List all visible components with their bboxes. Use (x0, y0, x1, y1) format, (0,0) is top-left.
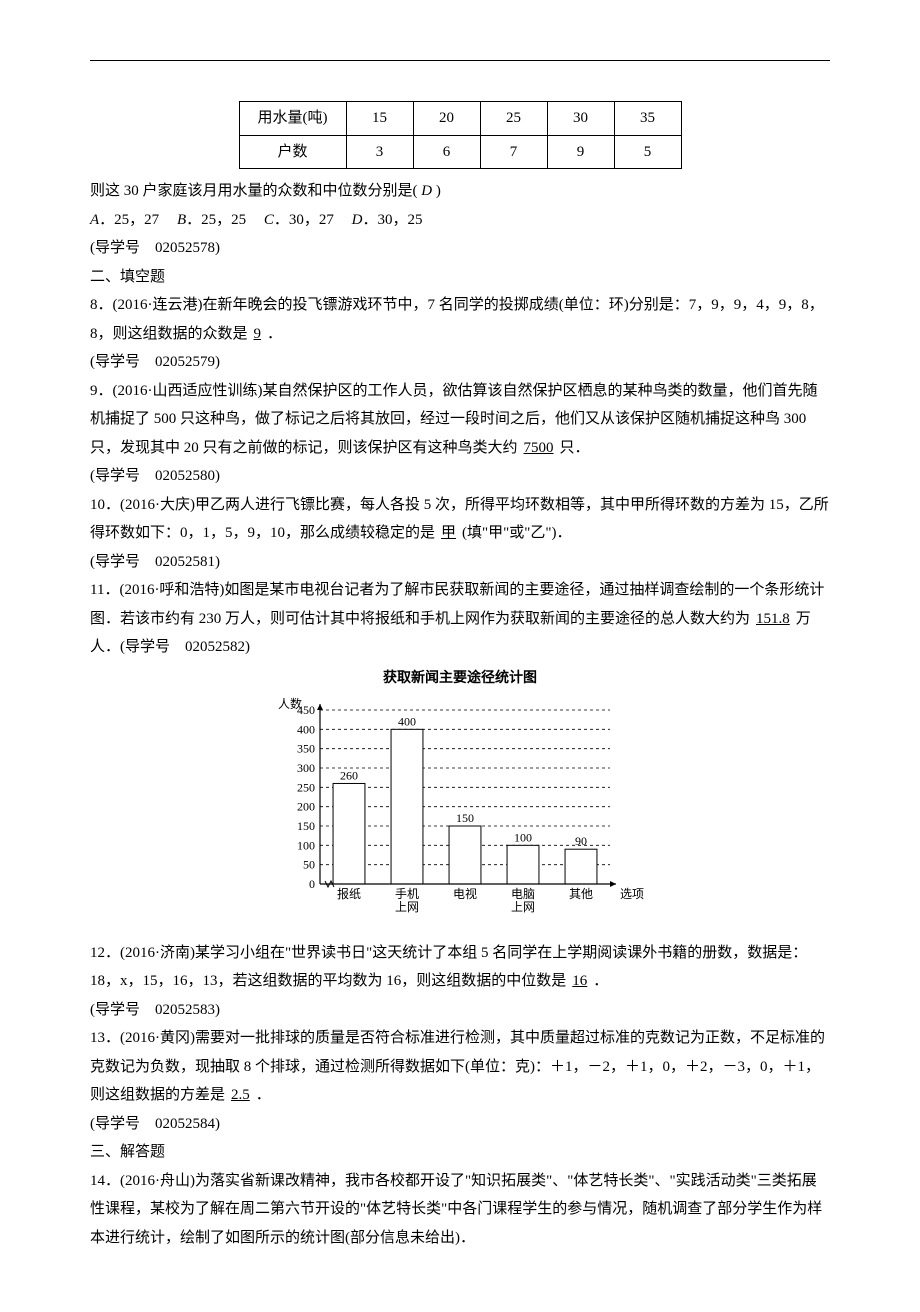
svg-text:260: 260 (340, 769, 358, 783)
chart-svg: 050100150200250300350400450260报纸400手机上网1… (270, 694, 650, 924)
q11-answer: 151.8 (750, 611, 796, 627)
choice-D: ．30，25 (363, 212, 423, 228)
q13-end: ． (256, 1087, 271, 1103)
section-2-heading: 二、填空题 (90, 263, 830, 292)
cell: 5 (614, 135, 681, 169)
q12-end: ． (593, 973, 608, 989)
choice-A: ．25，27 (99, 212, 159, 228)
cell: 6 (413, 135, 480, 169)
q8-text: 8．(2016·连云港)在新年晚会的投飞镖游戏环节中，7 名同学的投掷成绩(单位… (90, 297, 824, 342)
svg-text:150: 150 (456, 811, 474, 825)
q12-guide: (导学号 02052583) (90, 996, 830, 1025)
q13-guide: (导学号 02052584) (90, 1110, 830, 1139)
cell: 30 (547, 102, 614, 136)
svg-text:50: 50 (303, 858, 315, 872)
svg-text:300: 300 (297, 761, 315, 775)
q10-end: (填"甲"或"乙")． (462, 525, 571, 541)
svg-text:其他: 其他 (569, 887, 593, 901)
svg-text:上网: 上网 (395, 900, 419, 914)
q10-answer: 甲 (435, 525, 462, 541)
choice-C: ．30，27 (274, 212, 334, 228)
svg-text:400: 400 (398, 714, 416, 728)
q9-text: 9．(2016·山西适应性训练)某自然保护区的工作人员，欲估算该自然保护区栖息的… (90, 383, 818, 456)
q9-guide: (导学号 02052580) (90, 462, 830, 491)
choice-B: ．25，25 (186, 212, 246, 228)
q12-text: 12．(2016·济南)某学习小组在"世界读书日"这天统计了本组 5 名同学在上… (90, 945, 807, 990)
svg-text:人数: 人数 (278, 696, 302, 711)
q13-answer: 2.5 (225, 1087, 256, 1103)
table-row: 户数 3 6 7 9 5 (239, 135, 681, 169)
chart-title: 获取新闻主要途径统计图 (90, 666, 830, 693)
choice-D-letter: D (352, 212, 363, 228)
q8: 8．(2016·连云港)在新年晚会的投飞镖游戏环节中，7 名同学的投掷成绩(单位… (90, 291, 830, 348)
table-row: 用水量(吨) 15 20 25 30 35 (239, 102, 681, 136)
svg-text:90: 90 (575, 834, 587, 848)
svg-text:上网: 上网 (511, 900, 535, 914)
q7-stem: 则这 30 户家庭该月用水量的众数和中位数分别是( D ) (90, 177, 830, 206)
q10: 10．(2016·大庆)甲乙两人进行飞镖比赛，每人各投 5 次，所得平均环数相等… (90, 491, 830, 548)
section-3-heading: 三、解答题 (90, 1138, 830, 1167)
svg-text:250: 250 (297, 780, 315, 794)
q12-answer: 16 (566, 973, 593, 989)
cell: 35 (614, 102, 681, 136)
svg-text:400: 400 (297, 722, 315, 736)
svg-text:0: 0 (309, 877, 315, 891)
q9-end: 只． (560, 440, 590, 456)
svg-text:手机: 手机 (395, 887, 419, 901)
q9: 9．(2016·山西适应性训练)某自然保护区的工作人员，欲估算该自然保护区栖息的… (90, 377, 830, 463)
q11: 11．(2016·呼和浩特)如图是某市电视台记者为了解市民获取新闻的主要途径，通… (90, 576, 830, 662)
q7-answer: D (421, 183, 432, 199)
q14: 14．(2016·舟山)为落实省新课改精神，我市各校都开设了"知识拓展类"、"体… (90, 1167, 830, 1253)
water-usage-table: 用水量(吨) 15 20 25 30 35 户数 3 6 7 9 5 (239, 101, 682, 169)
row1-label: 用水量(吨) (239, 102, 346, 136)
svg-text:电脑: 电脑 (511, 887, 535, 901)
svg-text:350: 350 (297, 742, 315, 756)
q13: 13．(2016·黄冈)需要对一批排球的质量是否符合标准进行检测，其中质量超过标… (90, 1024, 830, 1110)
q11-text: 11．(2016·呼和浩特)如图是某市电视台记者为了解市民获取新闻的主要途径，通… (90, 582, 824, 627)
svg-text:电视: 电视 (453, 886, 477, 901)
choice-C-letter: C (264, 212, 274, 228)
svg-text:100: 100 (514, 830, 532, 844)
q7-choices: A．25，27 B．25，25 C．30，27 D．30，25 (90, 206, 830, 235)
svg-text:报纸: 报纸 (337, 886, 361, 901)
q8-end: ． (267, 326, 282, 342)
choice-B-letter: B (177, 212, 186, 228)
q8-guide: (导学号 02052579) (90, 348, 830, 377)
cell: 25 (480, 102, 547, 136)
svg-text:选项: 选项 (620, 887, 644, 901)
cell: 15 (346, 102, 413, 136)
top-rule (90, 60, 830, 61)
svg-text:200: 200 (297, 800, 315, 814)
cell: 9 (547, 135, 614, 169)
cell: 20 (413, 102, 480, 136)
cell: 7 (480, 135, 547, 169)
q9-answer: 7500 (518, 440, 560, 456)
q8-answer: 9 (248, 326, 268, 342)
q7-end: ) (432, 183, 441, 199)
q7-text: 则这 30 户家庭该月用水量的众数和中位数分别是( (90, 183, 421, 199)
q12: 12．(2016·济南)某学习小组在"世界读书日"这天统计了本组 5 名同学在上… (90, 939, 830, 996)
bar-chart: 获取新闻主要途径统计图 0501001502002503003504004502… (90, 666, 830, 935)
q13-text: 13．(2016·黄冈)需要对一批排球的质量是否符合标准进行检测，其中质量超过标… (90, 1030, 825, 1103)
q10-guide: (导学号 02052581) (90, 548, 830, 577)
svg-text:150: 150 (297, 819, 315, 833)
svg-text:100: 100 (297, 838, 315, 852)
q7-guide: (导学号 02052578) (90, 234, 830, 263)
row2-label: 户数 (239, 135, 346, 169)
choice-A-letter: A (90, 212, 99, 228)
cell: 3 (346, 135, 413, 169)
